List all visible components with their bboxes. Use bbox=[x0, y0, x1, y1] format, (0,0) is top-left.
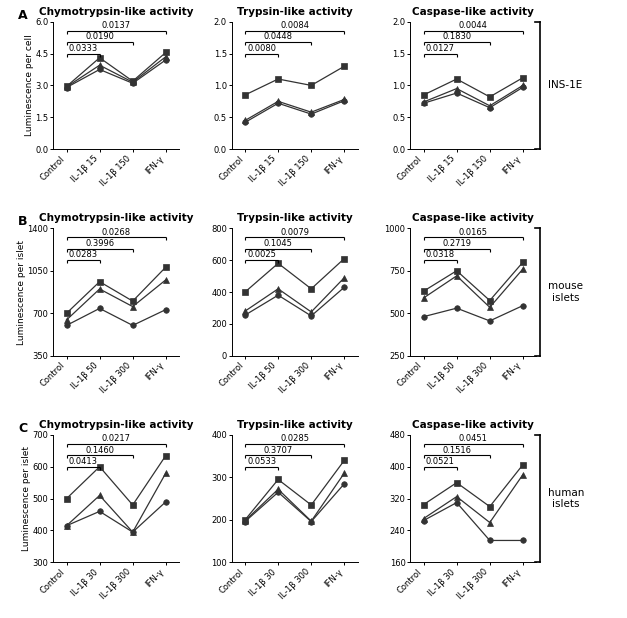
Text: C: C bbox=[18, 422, 27, 435]
Title: Chymotrypsin-like activity: Chymotrypsin-like activity bbox=[39, 420, 193, 430]
Text: 0.0127: 0.0127 bbox=[426, 44, 455, 53]
Text: 0.3707: 0.3707 bbox=[263, 446, 293, 455]
Text: 0.1830: 0.1830 bbox=[442, 32, 472, 41]
Text: 0.0079: 0.0079 bbox=[280, 227, 309, 237]
Text: 0.0413: 0.0413 bbox=[68, 457, 98, 466]
Text: 0.0025: 0.0025 bbox=[247, 250, 276, 260]
Y-axis label: Luminescence per islet: Luminescence per islet bbox=[17, 240, 26, 344]
Text: 0.3996: 0.3996 bbox=[85, 239, 114, 248]
Title: Caspase-like activity: Caspase-like activity bbox=[413, 420, 534, 430]
Text: 0.0285: 0.0285 bbox=[280, 434, 309, 443]
Text: 0.0268: 0.0268 bbox=[102, 227, 130, 237]
Title: Chymotrypsin-like activity: Chymotrypsin-like activity bbox=[39, 213, 193, 223]
Text: 0.0448: 0.0448 bbox=[263, 32, 293, 41]
Text: human
islets: human islets bbox=[548, 488, 584, 509]
Text: 0.1516: 0.1516 bbox=[442, 446, 471, 455]
Title: Caspase-like activity: Caspase-like activity bbox=[413, 7, 534, 17]
Text: 0.2719: 0.2719 bbox=[442, 239, 471, 248]
Text: 0.0084: 0.0084 bbox=[280, 21, 309, 30]
Text: 0.0283: 0.0283 bbox=[68, 250, 98, 260]
Text: 0.0137: 0.0137 bbox=[102, 21, 130, 30]
Y-axis label: Luminescence per cell: Luminescence per cell bbox=[25, 35, 34, 137]
Text: 0.0533: 0.0533 bbox=[247, 457, 276, 466]
Text: 0.0318: 0.0318 bbox=[426, 250, 455, 260]
Text: 0.0521: 0.0521 bbox=[426, 457, 455, 466]
Text: B: B bbox=[18, 216, 28, 229]
Title: Trypsin-like activity: Trypsin-like activity bbox=[237, 7, 352, 17]
Text: 0.0080: 0.0080 bbox=[247, 44, 276, 53]
Text: A: A bbox=[18, 9, 28, 22]
Text: mouse
islets: mouse islets bbox=[548, 281, 583, 303]
Title: Trypsin-like activity: Trypsin-like activity bbox=[237, 213, 352, 223]
Y-axis label: Luminescence per islet: Luminescence per islet bbox=[22, 446, 31, 551]
Text: INS-1E: INS-1E bbox=[548, 80, 582, 90]
Text: 0.0451: 0.0451 bbox=[459, 434, 488, 443]
Title: Caspase-like activity: Caspase-like activity bbox=[413, 213, 534, 223]
Title: Trypsin-like activity: Trypsin-like activity bbox=[237, 420, 352, 430]
Title: Chymotrypsin-like activity: Chymotrypsin-like activity bbox=[39, 7, 193, 17]
Text: 0.0190: 0.0190 bbox=[85, 32, 114, 41]
Text: 0.1045: 0.1045 bbox=[264, 239, 293, 248]
Text: 0.0165: 0.0165 bbox=[459, 227, 488, 237]
Text: 0.0044: 0.0044 bbox=[459, 21, 488, 30]
Text: 0.0217: 0.0217 bbox=[102, 434, 130, 443]
Text: 0.0333: 0.0333 bbox=[68, 44, 98, 53]
Text: 0.1460: 0.1460 bbox=[85, 446, 114, 455]
